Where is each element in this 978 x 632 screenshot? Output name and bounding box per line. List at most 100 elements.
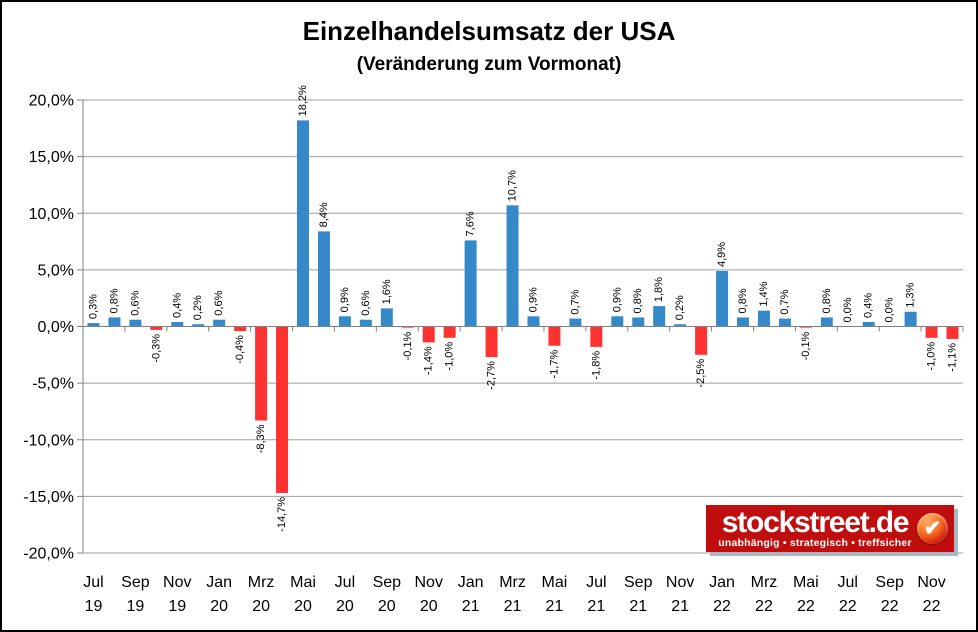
bar bbox=[506, 205, 519, 327]
x-axis-tick-label-month: Jan bbox=[709, 574, 735, 591]
bar-value-label: -0,1% bbox=[402, 331, 414, 360]
bar-value-label: 0,8% bbox=[632, 288, 644, 313]
stockstreet-logo: stockstreet.de unabhängig • strategisch … bbox=[706, 505, 954, 552]
x-axis-tick-label-year: 20 bbox=[210, 598, 228, 615]
x-axis-tick-label-month: Sep bbox=[875, 574, 904, 591]
bar-value-label: 0,9% bbox=[527, 287, 539, 312]
bar bbox=[150, 326, 163, 330]
x-axis-tick-label-year: 21 bbox=[546, 598, 564, 615]
bar-value-label: 0,8% bbox=[821, 288, 833, 313]
bar-value-label: 8,4% bbox=[318, 202, 330, 227]
x-axis-tick-label-month: Jan bbox=[206, 574, 232, 591]
bar-value-label: -1,0% bbox=[926, 342, 938, 371]
bar bbox=[611, 316, 624, 327]
x-axis-tick-label-year: 22 bbox=[797, 598, 815, 615]
bar-value-label: -1,8% bbox=[590, 351, 602, 380]
x-axis-tick-label-year: 22 bbox=[923, 598, 941, 615]
y-axis-tick-label: 10,0% bbox=[29, 206, 74, 223]
bar bbox=[338, 316, 351, 327]
y-axis-tick-label: 5,0% bbox=[38, 262, 74, 279]
x-axis-tick-label-month: Sep bbox=[121, 574, 150, 591]
bar-value-label: 0,0% bbox=[842, 297, 854, 322]
x-axis-tick-label-month: Nov bbox=[414, 574, 442, 591]
bar bbox=[778, 318, 791, 327]
bar-value-label: -1,0% bbox=[444, 342, 456, 371]
bar bbox=[737, 317, 749, 327]
x-axis-tick-label-year: 20 bbox=[420, 598, 438, 615]
x-axis-tick-label-year: 20 bbox=[252, 598, 270, 615]
bar-value-label: 0,8% bbox=[737, 288, 749, 313]
bar bbox=[653, 306, 666, 327]
bar bbox=[820, 317, 833, 327]
bar bbox=[632, 317, 645, 327]
x-axis-tick-label-month: Nov bbox=[917, 574, 945, 591]
bar-value-label: 7,6% bbox=[465, 211, 477, 236]
bar bbox=[485, 326, 498, 358]
bar-value-label: -1,4% bbox=[423, 346, 435, 375]
x-axis-tick-label-month: Jul bbox=[586, 574, 606, 591]
bar-value-label: 18,2% bbox=[297, 85, 309, 116]
bar bbox=[590, 326, 603, 347]
x-axis-tick-label-year: 21 bbox=[587, 598, 605, 615]
y-axis-tick-label: -10,0% bbox=[23, 432, 74, 449]
bar bbox=[946, 326, 959, 339]
bar-value-label: 0,7% bbox=[779, 289, 791, 314]
bar bbox=[569, 318, 582, 327]
bar bbox=[129, 319, 142, 327]
x-axis-tick-label-month: Jul bbox=[83, 574, 103, 591]
x-axis-tick-label-month: Sep bbox=[373, 574, 402, 591]
x-axis-tick-label-month: Jan bbox=[458, 574, 484, 591]
x-axis-tick-label-month: Nov bbox=[163, 574, 191, 591]
logo-text-wrap: stockstreet.de unabhängig • strategisch … bbox=[718, 506, 912, 550]
checkmark-icon: ✔ bbox=[917, 513, 948, 544]
y-axis-tick-label: -5,0% bbox=[32, 376, 74, 393]
bar bbox=[213, 319, 226, 327]
bar-value-label: 0,9% bbox=[611, 287, 623, 312]
bar bbox=[87, 323, 100, 327]
bar-value-label: 0,2% bbox=[192, 295, 204, 320]
y-axis-tick-label: 20,0% bbox=[29, 93, 74, 110]
x-axis-tick-label-month: Mai bbox=[290, 574, 316, 591]
x-axis-tick-label-year: 19 bbox=[168, 598, 186, 615]
bar bbox=[695, 326, 708, 355]
bar-value-label: 0,4% bbox=[171, 293, 183, 318]
logo-text: stockstreet.de bbox=[721, 506, 910, 539]
bar-value-label: 1,8% bbox=[653, 277, 665, 302]
y-axis-tick-label: 0,0% bbox=[38, 319, 74, 336]
bar-value-label: -0,3% bbox=[150, 334, 162, 363]
bar bbox=[108, 317, 121, 327]
bar-value-label: 1,3% bbox=[905, 282, 917, 307]
x-axis-tick-label-year: 22 bbox=[713, 598, 731, 615]
y-axis-tick-label: 15,0% bbox=[29, 149, 74, 166]
x-axis-tick-label-year: 21 bbox=[462, 598, 480, 615]
bar-value-label: -0,4% bbox=[234, 335, 246, 364]
x-axis-tick-label-month: Mrz bbox=[499, 574, 526, 591]
bar bbox=[359, 319, 372, 327]
x-axis-tick-label-year: 22 bbox=[755, 598, 773, 615]
bar bbox=[464, 240, 477, 327]
bar bbox=[317, 231, 330, 327]
x-axis-tick-label-month: Sep bbox=[624, 574, 653, 591]
x-axis-tick-label-month: Mrz bbox=[751, 574, 778, 591]
logo-tagline: unabhängig • strategisch • treffsicher bbox=[718, 537, 912, 549]
bar bbox=[443, 326, 456, 338]
bar bbox=[799, 326, 812, 328]
x-axis-tick-label-year: 20 bbox=[378, 598, 396, 615]
bar-value-label: -1,1% bbox=[947, 343, 959, 372]
bar-value-label: 0,7% bbox=[569, 289, 581, 314]
x-axis-tick-label-month: Jul bbox=[838, 574, 858, 591]
x-axis-tick-label-year: 22 bbox=[839, 598, 857, 615]
x-axis-tick-label-year: 21 bbox=[504, 598, 522, 615]
bar-value-label: 0,2% bbox=[674, 295, 686, 320]
bar-value-label: 0,4% bbox=[863, 293, 875, 318]
x-axis-tick-label-month: Jul bbox=[335, 574, 355, 591]
x-axis-tick-label-month: Mai bbox=[542, 574, 568, 591]
bar bbox=[716, 271, 729, 327]
bar-value-label: 4,9% bbox=[716, 242, 728, 267]
bar-value-label: -1,7% bbox=[548, 350, 560, 379]
bar-value-label: 0,9% bbox=[339, 287, 351, 312]
bar-value-label: -2,7% bbox=[486, 361, 498, 390]
bar-value-label: 1,6% bbox=[381, 279, 393, 304]
bar-value-label: 0,3% bbox=[87, 294, 99, 319]
